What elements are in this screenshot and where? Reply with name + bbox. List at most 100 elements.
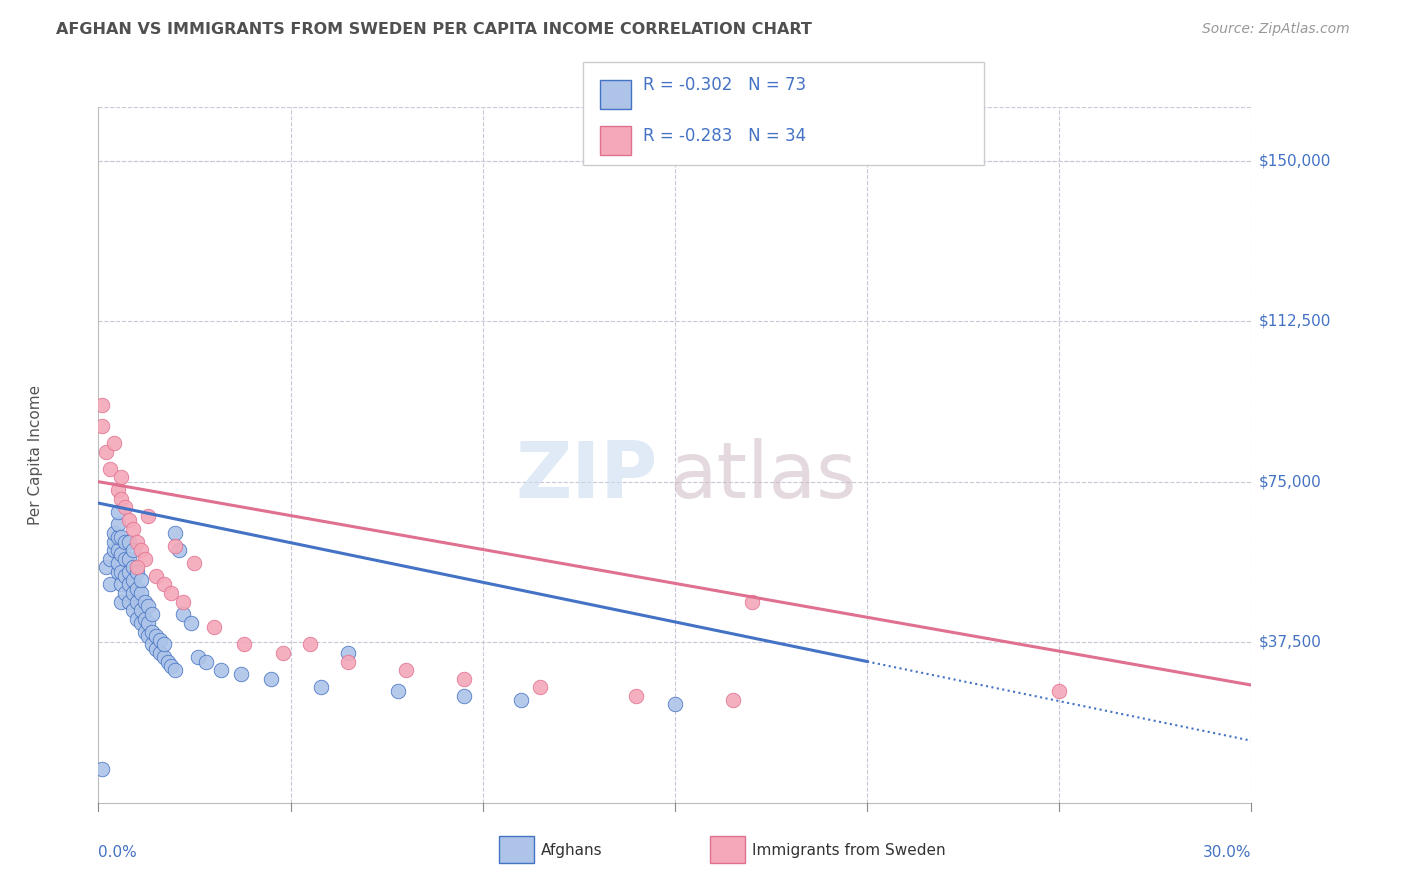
- Point: [122, 573, 145, 587]
- Point: [91, 398, 114, 412]
- Text: $37,500: $37,500: [1258, 635, 1322, 649]
- Point: [138, 615, 160, 630]
- Point: [125, 534, 148, 549]
- Point: [167, 543, 190, 558]
- Point: [114, 500, 136, 515]
- Point: [165, 663, 187, 677]
- Point: [453, 672, 475, 686]
- Point: [125, 560, 148, 574]
- Point: [387, 684, 409, 698]
- Point: [103, 526, 125, 541]
- Point: [145, 641, 167, 656]
- Point: [134, 594, 156, 608]
- Text: R = -0.283   N = 34: R = -0.283 N = 34: [643, 128, 806, 145]
- Point: [114, 586, 136, 600]
- Point: [141, 624, 163, 639]
- Text: Source: ZipAtlas.com: Source: ZipAtlas.com: [1202, 22, 1350, 37]
- Point: [271, 646, 294, 660]
- Point: [141, 607, 163, 622]
- Point: [94, 444, 117, 458]
- Point: [510, 693, 533, 707]
- Point: [91, 762, 114, 776]
- Point: [183, 556, 205, 570]
- Point: [125, 565, 148, 579]
- Point: [152, 637, 174, 651]
- Point: [138, 629, 160, 643]
- Point: [664, 698, 686, 712]
- Text: $150,000: $150,000: [1258, 153, 1330, 168]
- Point: [114, 534, 136, 549]
- Text: ZIP: ZIP: [516, 438, 658, 514]
- Point: [721, 693, 744, 707]
- Point: [122, 560, 145, 574]
- Point: [110, 565, 132, 579]
- Point: [118, 513, 141, 527]
- Point: [118, 594, 141, 608]
- Point: [110, 470, 132, 484]
- Point: [118, 551, 141, 566]
- Point: [107, 505, 129, 519]
- Point: [110, 548, 132, 562]
- Point: [165, 526, 187, 541]
- Point: [129, 586, 152, 600]
- Point: [626, 689, 648, 703]
- Point: [1047, 684, 1070, 698]
- Point: [118, 534, 141, 549]
- Point: [187, 650, 209, 665]
- Point: [138, 599, 160, 613]
- Point: [125, 594, 148, 608]
- Point: [134, 612, 156, 626]
- Point: [107, 483, 129, 498]
- Point: [122, 522, 145, 536]
- Point: [129, 615, 152, 630]
- Point: [165, 539, 187, 553]
- Point: [103, 436, 125, 450]
- Point: [110, 530, 132, 544]
- Text: $112,500: $112,500: [1258, 314, 1330, 328]
- Point: [741, 594, 763, 608]
- Point: [98, 551, 121, 566]
- Point: [260, 672, 283, 686]
- Text: Afghans: Afghans: [541, 843, 603, 857]
- Point: [98, 462, 121, 476]
- Point: [298, 637, 321, 651]
- Point: [107, 543, 129, 558]
- Point: [91, 419, 114, 434]
- Point: [125, 612, 148, 626]
- Point: [114, 551, 136, 566]
- Point: [311, 680, 333, 694]
- Point: [229, 667, 252, 681]
- Text: Immigrants from Sweden: Immigrants from Sweden: [752, 843, 946, 857]
- Point: [129, 603, 152, 617]
- Point: [118, 577, 141, 591]
- Point: [103, 534, 125, 549]
- Point: [122, 586, 145, 600]
- Point: [141, 637, 163, 651]
- Point: [172, 594, 194, 608]
- Text: Per Capita Income: Per Capita Income: [28, 384, 42, 525]
- Point: [152, 650, 174, 665]
- Point: [125, 582, 148, 596]
- Point: [134, 624, 156, 639]
- Point: [118, 565, 141, 579]
- Point: [149, 633, 172, 648]
- Text: 30.0%: 30.0%: [1204, 845, 1251, 860]
- Point: [145, 569, 167, 583]
- Point: [110, 577, 132, 591]
- Text: 0.0%: 0.0%: [98, 845, 138, 860]
- Point: [149, 646, 172, 660]
- Point: [233, 637, 256, 651]
- Text: $75,000: $75,000: [1258, 475, 1322, 489]
- Point: [453, 689, 475, 703]
- Point: [172, 607, 194, 622]
- Point: [152, 577, 174, 591]
- Point: [110, 491, 132, 506]
- Point: [107, 517, 129, 532]
- Point: [337, 655, 360, 669]
- Point: [98, 577, 121, 591]
- Point: [138, 508, 160, 523]
- Point: [180, 615, 202, 630]
- Text: atlas: atlas: [669, 438, 856, 514]
- Point: [122, 543, 145, 558]
- Point: [202, 620, 225, 634]
